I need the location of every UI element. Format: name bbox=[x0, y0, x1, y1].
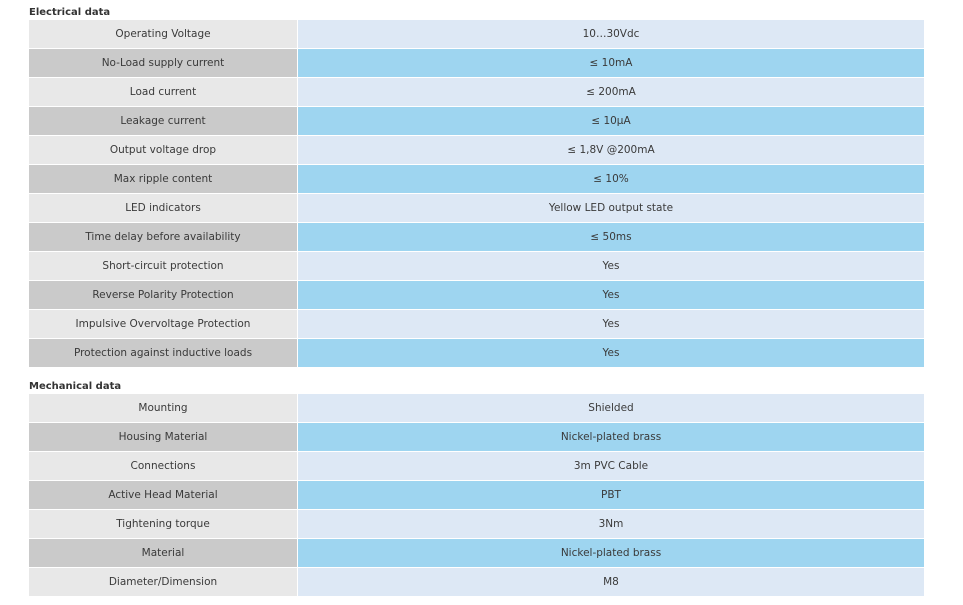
spec-value: Yellow LED output state bbox=[297, 193, 924, 223]
spec-value: PBT bbox=[297, 480, 924, 510]
table-row: Material Nickel-plated brass bbox=[29, 538, 924, 568]
spec-label: Material bbox=[29, 538, 298, 568]
mechanical-data-section: Mechanical data Mounting Shielded Housing … bbox=[29, 379, 924, 597]
spec-label: Impulsive Overvoltage Protection bbox=[29, 309, 298, 339]
spec-value: Nickel-plated brass bbox=[297, 422, 924, 452]
table-row: Reverse Polarity Protection Yes bbox=[29, 280, 924, 310]
table-row: No-Load supply current ≤ 10mA bbox=[29, 48, 924, 78]
spec-value: M8 bbox=[297, 567, 924, 597]
spec-value: ≤ 200mA bbox=[297, 77, 924, 107]
table-row: Active Head Material PBT bbox=[29, 480, 924, 510]
table-row: LED indicators Yellow LED output state bbox=[29, 193, 924, 223]
spec-label: Leakage current bbox=[29, 106, 298, 136]
spec-label: Short-circuit protection bbox=[29, 251, 298, 281]
table-row: Diameter/Dimension M8 bbox=[29, 567, 924, 597]
table-row: Housing Material Nickel-plated brass bbox=[29, 422, 924, 452]
spec-label: Protection against inductive loads bbox=[29, 338, 298, 368]
electrical-data-title: Electrical data bbox=[29, 7, 111, 18]
table-row: Max ripple content ≤ 10% bbox=[29, 164, 924, 194]
table-row: Mounting Shielded bbox=[29, 394, 924, 423]
table-row: Impulsive Overvoltage Protection Yes bbox=[29, 309, 924, 339]
spec-label: Connections bbox=[29, 451, 298, 481]
spec-label: LED indicators bbox=[29, 193, 298, 223]
table-row: Short-circuit protection Yes bbox=[29, 251, 924, 281]
table-row: Operating Voltage 10…30Vdc bbox=[29, 20, 924, 49]
spec-label: No-Load supply current bbox=[29, 48, 298, 78]
spec-value: Yes bbox=[297, 309, 924, 339]
spec-label: Tightening torque bbox=[29, 509, 298, 539]
spec-label: Load current bbox=[29, 77, 298, 107]
table-row: Connections 3m PVC Cable bbox=[29, 451, 924, 481]
spec-label: Output voltage drop bbox=[29, 135, 298, 165]
spec-label: Diameter/Dimension bbox=[29, 567, 298, 597]
spec-label: Mounting bbox=[29, 394, 298, 423]
mechanical-data-title: Mechanical data bbox=[29, 381, 122, 392]
spec-value: Yes bbox=[297, 338, 924, 368]
table-row: Protection against inductive loads Yes bbox=[29, 338, 924, 368]
spec-value: Nickel-plated brass bbox=[297, 538, 924, 568]
spec-value: 10…30Vdc bbox=[297, 20, 924, 49]
spec-value: ≤ 1,8V @200mA bbox=[297, 135, 924, 165]
spec-label: Housing Material bbox=[29, 422, 298, 452]
table-row: Output voltage drop ≤ 1,8V @200mA bbox=[29, 135, 924, 165]
table-row: Load current ≤ 200mA bbox=[29, 77, 924, 107]
spec-label: Active Head Material bbox=[29, 480, 298, 510]
spec-value: Yes bbox=[297, 251, 924, 281]
spec-label: Reverse Polarity Protection bbox=[29, 280, 298, 310]
spec-value: Shielded bbox=[297, 394, 924, 423]
spec-value: 3m PVC Cable bbox=[297, 451, 924, 481]
spec-value: ≤ 10% bbox=[297, 164, 924, 194]
spec-value: 3Nm bbox=[297, 509, 924, 539]
spec-label: Max ripple content bbox=[29, 164, 298, 194]
mechanical-data-table: Mounting Shielded Housing Material Nickel-p… bbox=[29, 394, 924, 597]
electrical-data-table: Operating Voltage 10…30Vdc No-Load supply … bbox=[29, 20, 924, 368]
table-row: Leakage current ≤ 10µA bbox=[29, 106, 924, 136]
table-row: Tightening torque 3Nm bbox=[29, 509, 924, 539]
electrical-data-section: Electrical data Operating Voltage 10…30Vd… bbox=[29, 5, 924, 368]
table-row: Time delay before availability ≤ 50ms bbox=[29, 222, 924, 252]
spec-label: Operating Voltage bbox=[29, 20, 298, 49]
spec-value: Yes bbox=[297, 280, 924, 310]
spec-value: ≤ 10µA bbox=[297, 106, 924, 136]
spec-value: ≤ 50ms bbox=[297, 222, 924, 252]
spec-value: ≤ 10mA bbox=[297, 48, 924, 78]
spec-label: Time delay before availability bbox=[29, 222, 298, 252]
